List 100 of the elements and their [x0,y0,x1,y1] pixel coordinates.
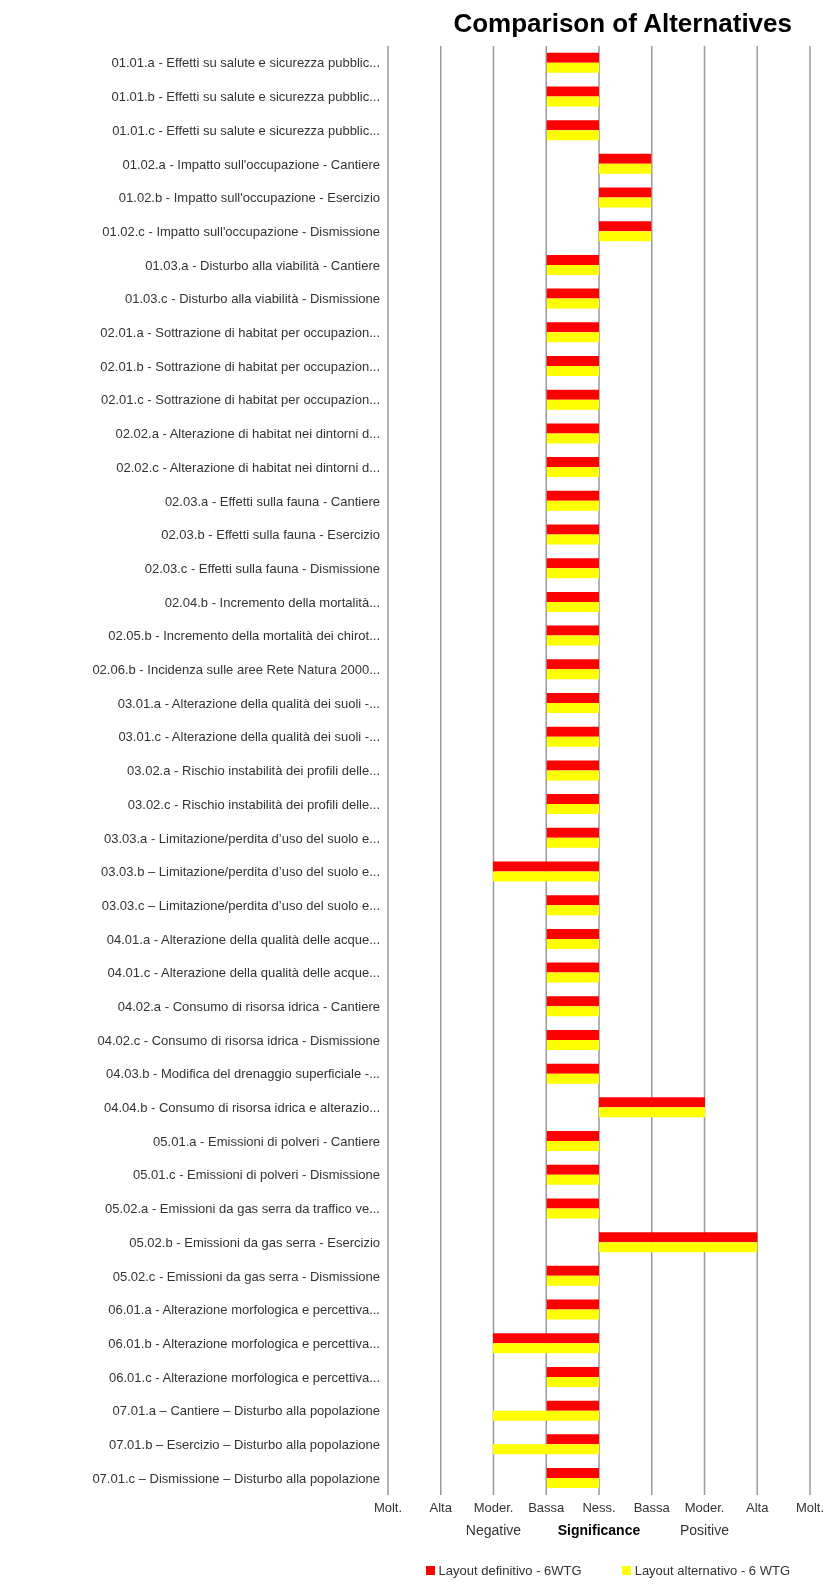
bar [546,332,599,343]
bar [546,457,599,468]
bar [546,659,599,670]
text: Alta [746,1500,770,1516]
text: Bassa [633,1500,671,1516]
y-tick-label: 02.03.c - Effetti sulla fauna - Dismissione [144,560,380,576]
bar [546,52,599,63]
y-tick-label: 07.01.b – Esercizio – Disturbo alla popolazione [108,1437,380,1453]
bar [546,726,599,737]
bar [546,1376,599,1387]
bar [546,96,599,107]
y-tick-label: 01.02.b - Impatto sull'occupazione - Esercizio [118,190,380,206]
bar [546,962,599,973]
bar [546,1063,599,1074]
bar [492,1444,599,1455]
bar [546,760,599,771]
bar [546,1275,599,1286]
bar [546,693,599,703]
bar [546,1400,599,1411]
bar [492,1343,599,1354]
y-tick-label: 01.01.b - Effetti su salute e sicurezza pubblic... [111,89,380,105]
bar [492,1333,599,1344]
y-tick-label: 01.02.a - Impatto sull'occupazione - Cantiere [122,156,380,172]
y-tick-label: 04.03.b - Modifica del drenaggio superficiale -... [106,1066,380,1082]
y-tick-label: 03.03.a - Limitazione/perdita d’uso del suolo e... [103,830,380,846]
y-tick-label: 04.02.a - Consumo di risorsa idrica - Cantiere [117,999,380,1014]
y-tick-label: 02.03.b - Effetti sulla fauna - Esercizio [161,527,380,543]
bar [546,837,599,848]
bar [546,1478,599,1489]
bar [546,1265,599,1276]
bar [546,356,599,367]
y-tick-label: 01.02.c - Impatto sull'occupazione - Dismissione [102,223,380,239]
y-tick-label: 02.03.a - Effetti sulla fauna - Cantiere [164,493,380,509]
bar [546,1039,599,1050]
text: Molt. [795,1500,825,1516]
chart-title: Comparison of Alternatives [452,8,793,40]
text: Ness. [582,1500,616,1516]
y-tick-label: 03.01.a - Alterazione della qualità dei suoli -... [117,695,380,711]
bar [546,625,599,636]
y-tick-label: 03.03.c – Limitazione/perdita d’uso del suolo e... [101,897,380,913]
bar [546,1174,599,1185]
bar [546,794,599,805]
y-tick-label: 02.02.c - Alterazione di habitat nei dintorni d... [116,459,380,475]
text: Molt. [373,1500,403,1516]
bar [599,197,652,208]
y-tick-label: 01.03.c - Disturbo alla viabilità - Dismissione [124,291,380,307]
bar [492,1410,599,1421]
bar [546,1006,599,1017]
bar [546,423,599,434]
bar [546,322,599,333]
text: Negative [465,1522,522,1538]
bar [546,366,599,377]
bar [546,1309,599,1320]
bar [546,905,599,916]
y-tick-label: 05.01.a - Emissioni di polveri - Cantiere [153,1133,380,1149]
bar [546,86,599,97]
y-tick-label: 02.01.c - Sottrazione di habitat per occupazion... [101,392,380,408]
bar [546,1299,599,1310]
bar [546,1434,599,1445]
text: Bassa [528,1500,566,1516]
bar [599,1107,706,1118]
bar [546,703,599,713]
bar [546,1366,599,1377]
bar [546,500,599,511]
bar [546,736,599,747]
y-tick-label: 04.01.c - Alterazione della qualità delle acque... [107,965,380,981]
bar [599,153,652,164]
bar [546,928,599,939]
y-tick-label: 04.02.c - Consumo di risorsa idrica - Dismissione [97,1032,380,1048]
bar [546,433,599,444]
bar [546,467,599,478]
bar [546,1141,599,1152]
y-tick-label: 03.03.b – Limitazione/perdita d’uso del suolo e... [101,864,380,880]
y-tick-label: 04.04.b - Consumo di risorsa idrica e alterazio... [103,1100,380,1116]
text: Moder. [684,1500,725,1516]
y-tick-label: 05.01.c - Emissioni di polveri - Dismissione [132,1167,380,1183]
bar [546,591,599,602]
legend-label: Layout definitivo - 6WTG [437,1563,582,1578]
bar [546,669,599,680]
bar [546,804,599,815]
bar [599,187,652,198]
text: Positive [679,1522,730,1538]
bar [546,389,599,400]
y-tick-label: 06.01.a - Alterazione morfologica e percettiva... [108,1302,380,1318]
bar [546,938,599,949]
y-tick-label: 05.02.c - Emissioni da gas serra - Dismissione [112,1268,380,1284]
y-tick-label: 03.02.a - Rischio instabilità dei profili delle... [127,763,380,779]
bar [492,871,599,882]
y-tick-label: 06.01.b - Alterazione morfologica e percettiva... [108,1335,380,1351]
bar [546,635,599,646]
y-tick-label: 03.02.c - Rischio instabilità dei profili delle... [127,796,380,812]
y-tick-label: 05.02.a - Emissioni da gas serra da traffico ve... [104,1201,380,1217]
y-tick-label: 06.01.c - Alterazione morfologica e percettiva... [109,1369,380,1385]
y-tick-label: 02.05.b - Incremento della mortalità dei chirot... [108,628,380,644]
bar [546,1131,599,1142]
bar [546,1468,599,1479]
bar [546,120,599,131]
bar [546,534,599,545]
y-tick-label: 07.01.a – Cantiere – Disturbo alla popolazione [112,1403,380,1419]
bar [546,1029,599,1040]
